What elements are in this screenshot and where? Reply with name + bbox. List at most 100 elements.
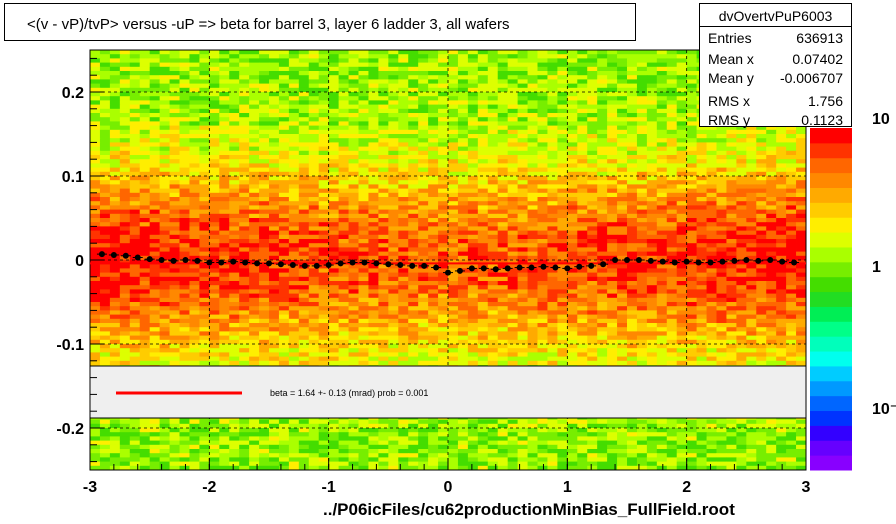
heatmap-cell (259, 213, 270, 219)
heatmap-cell (239, 75, 250, 80)
heatmap-cell (736, 176, 747, 181)
heatmap-cell (288, 310, 300, 315)
heatmap-cell (696, 285, 707, 290)
heatmap-cell (756, 138, 767, 143)
heatmap-cell (557, 318, 568, 324)
heatmap-cell (597, 302, 608, 307)
heatmap-cell (477, 142, 489, 147)
heatmap-cell (736, 218, 747, 223)
heatmap-cell (308, 260, 320, 265)
heatmap-cell (308, 297, 320, 303)
heatmap-cell (477, 226, 489, 231)
heatmap-cell (328, 205, 340, 210)
heatmap-cell (467, 75, 479, 80)
heatmap-cell (398, 125, 409, 131)
heatmap-cell (716, 167, 727, 173)
heatmap-cell (90, 306, 101, 311)
heatmap-cell (587, 272, 598, 278)
heatmap-cell (736, 331, 747, 336)
heatmap-cell (398, 54, 409, 59)
heatmap-cell (328, 184, 340, 189)
heatmap-cell (567, 285, 578, 290)
heatmap-cell (259, 234, 270, 240)
heatmap-cell (527, 142, 538, 147)
heatmap-cell (547, 205, 558, 210)
heatmap-cell (557, 171, 568, 177)
heatmap-cell (109, 314, 121, 320)
heatmap-cell (577, 285, 588, 290)
heatmap-cell (129, 104, 141, 110)
heatmap-cell (557, 218, 568, 223)
heatmap-cell (159, 92, 170, 97)
heatmap-cell (129, 167, 141, 173)
heatmap-cell (438, 176, 449, 181)
heatmap-cell (627, 108, 638, 114)
heatmap-cell (448, 163, 459, 168)
heatmap-cell (99, 167, 111, 173)
heatmap-cell (109, 293, 121, 299)
heatmap-cell (219, 75, 230, 80)
heatmap-cell (139, 323, 151, 328)
heatmap-cell (587, 234, 598, 240)
heatmap-cell (636, 92, 648, 97)
heatmap-cell (388, 188, 399, 194)
heatmap-cell (149, 117, 161, 122)
heatmap-cell (428, 314, 439, 320)
heatmap-cell (617, 239, 628, 244)
heatmap-cell (537, 209, 548, 215)
heatmap-cell (756, 146, 767, 152)
heatmap-cell (269, 234, 280, 240)
heatmap-cell (269, 134, 280, 139)
heatmap-cell (696, 167, 707, 173)
heatmap-cell (338, 83, 349, 89)
heatmap-cell (169, 218, 180, 223)
heatmap-cell (229, 302, 240, 307)
heatmap-cell (418, 213, 429, 219)
heatmap-cell (517, 276, 528, 282)
heatmap-cell (448, 192, 459, 198)
heatmap-cell (438, 281, 449, 286)
heatmap-cell (627, 163, 638, 168)
heatmap-cell (418, 79, 429, 84)
heatmap-cell (756, 239, 767, 244)
heatmap-cell (448, 188, 459, 194)
heatmap-cell (398, 159, 409, 164)
heatmap-cell (746, 163, 757, 168)
heatmap-cell (159, 213, 170, 219)
heatmap-cell (159, 201, 170, 206)
heatmap-cell (786, 310, 797, 315)
heatmap-cell (686, 180, 698, 185)
heatmap-cell (338, 138, 349, 143)
heatmap-cell (467, 129, 479, 135)
heatmap-cell (418, 297, 429, 303)
heatmap-cell (497, 50, 509, 55)
heatmap-cell (179, 121, 190, 126)
heatmap-cell (119, 121, 131, 126)
heatmap-cell (139, 302, 151, 307)
heatmap-cell (189, 222, 200, 227)
heatmap-cell (278, 276, 290, 282)
heatmap-cell (786, 297, 797, 303)
heatmap-cell (338, 255, 349, 261)
heatmap-cell (90, 247, 101, 252)
heatmap-cell (209, 268, 220, 273)
heatmap-cell (627, 234, 638, 240)
heatmap-cell (249, 113, 260, 118)
heatmap-cell (398, 117, 409, 122)
heatmap-cell (189, 201, 200, 206)
heatmap-cell (418, 209, 429, 215)
heatmap-cell (179, 318, 190, 324)
heatmap-cell (229, 314, 240, 320)
heatmap-cell (696, 276, 707, 282)
heatmap-cell (607, 331, 618, 336)
heatmap-cell (617, 314, 628, 320)
heatmap-cell (209, 146, 220, 152)
heatmap-cell (527, 92, 538, 97)
heatmap-cell (726, 222, 737, 227)
heatmap-cell (448, 117, 459, 122)
heatmap-cell (577, 331, 588, 336)
heatmap-cell (577, 138, 588, 143)
heatmap-cell (199, 62, 210, 68)
heatmap-cell (607, 226, 618, 231)
heatmap-cell (547, 335, 558, 341)
